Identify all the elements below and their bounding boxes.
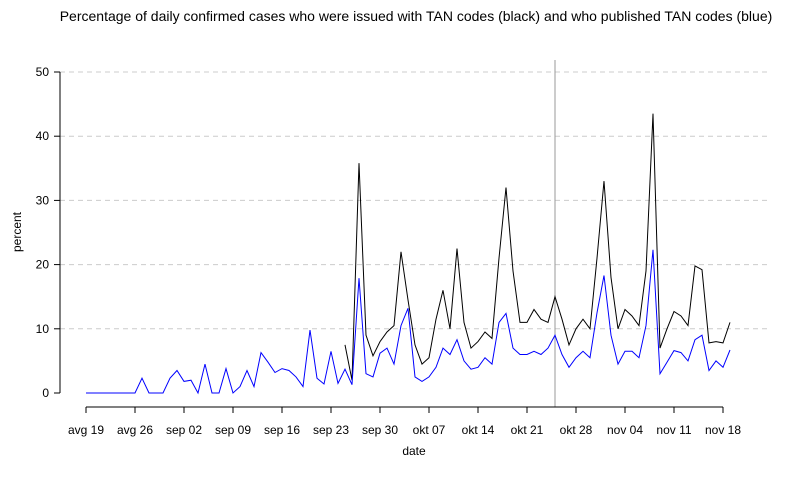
x-tick-label: nov 11 [656,423,691,437]
chart-title: Percentage of daily confirmed cases who … [60,8,773,24]
x-tick-label: okt 14 [462,423,495,437]
y-tick-label: 40 [36,129,50,143]
x-tick-label: avg 26 [117,423,153,437]
grid [60,71,770,330]
y-tick-label: 30 [36,193,50,207]
x-axis: avg 19 avg 26 sep 02 sep 09 sep 16 sep 23 sep … [68,406,741,437]
x-tick-label: okt 21 [511,423,544,437]
y-axis-label: percent [10,211,24,252]
x-tick-label: nov 18 [705,423,741,437]
x-tick-label: sep 09 [215,423,251,437]
x-tick-label: okt 07 [413,423,446,437]
series-lines [86,113,731,395]
x-tick-label: nov 04 [607,423,643,437]
y-axis: 0 10 20 30 40 50 [36,65,61,400]
y-tick-label: 0 [42,386,49,400]
x-tick-label: sep 16 [264,423,300,437]
y-tick-label: 20 [36,258,50,272]
y-tick-label: 10 [36,322,50,336]
x-tick-label: sep 30 [362,423,398,437]
x-tick-label: okt 28 [560,423,593,437]
series-line [86,249,731,395]
y-tick-label: 50 [36,65,50,79]
series-line [344,113,731,381]
x-tick-label: sep 23 [313,423,349,437]
x-tick-label: avg 19 [68,423,104,437]
x-axis-label: date [402,444,426,458]
x-tick-label: sep 02 [166,423,202,437]
